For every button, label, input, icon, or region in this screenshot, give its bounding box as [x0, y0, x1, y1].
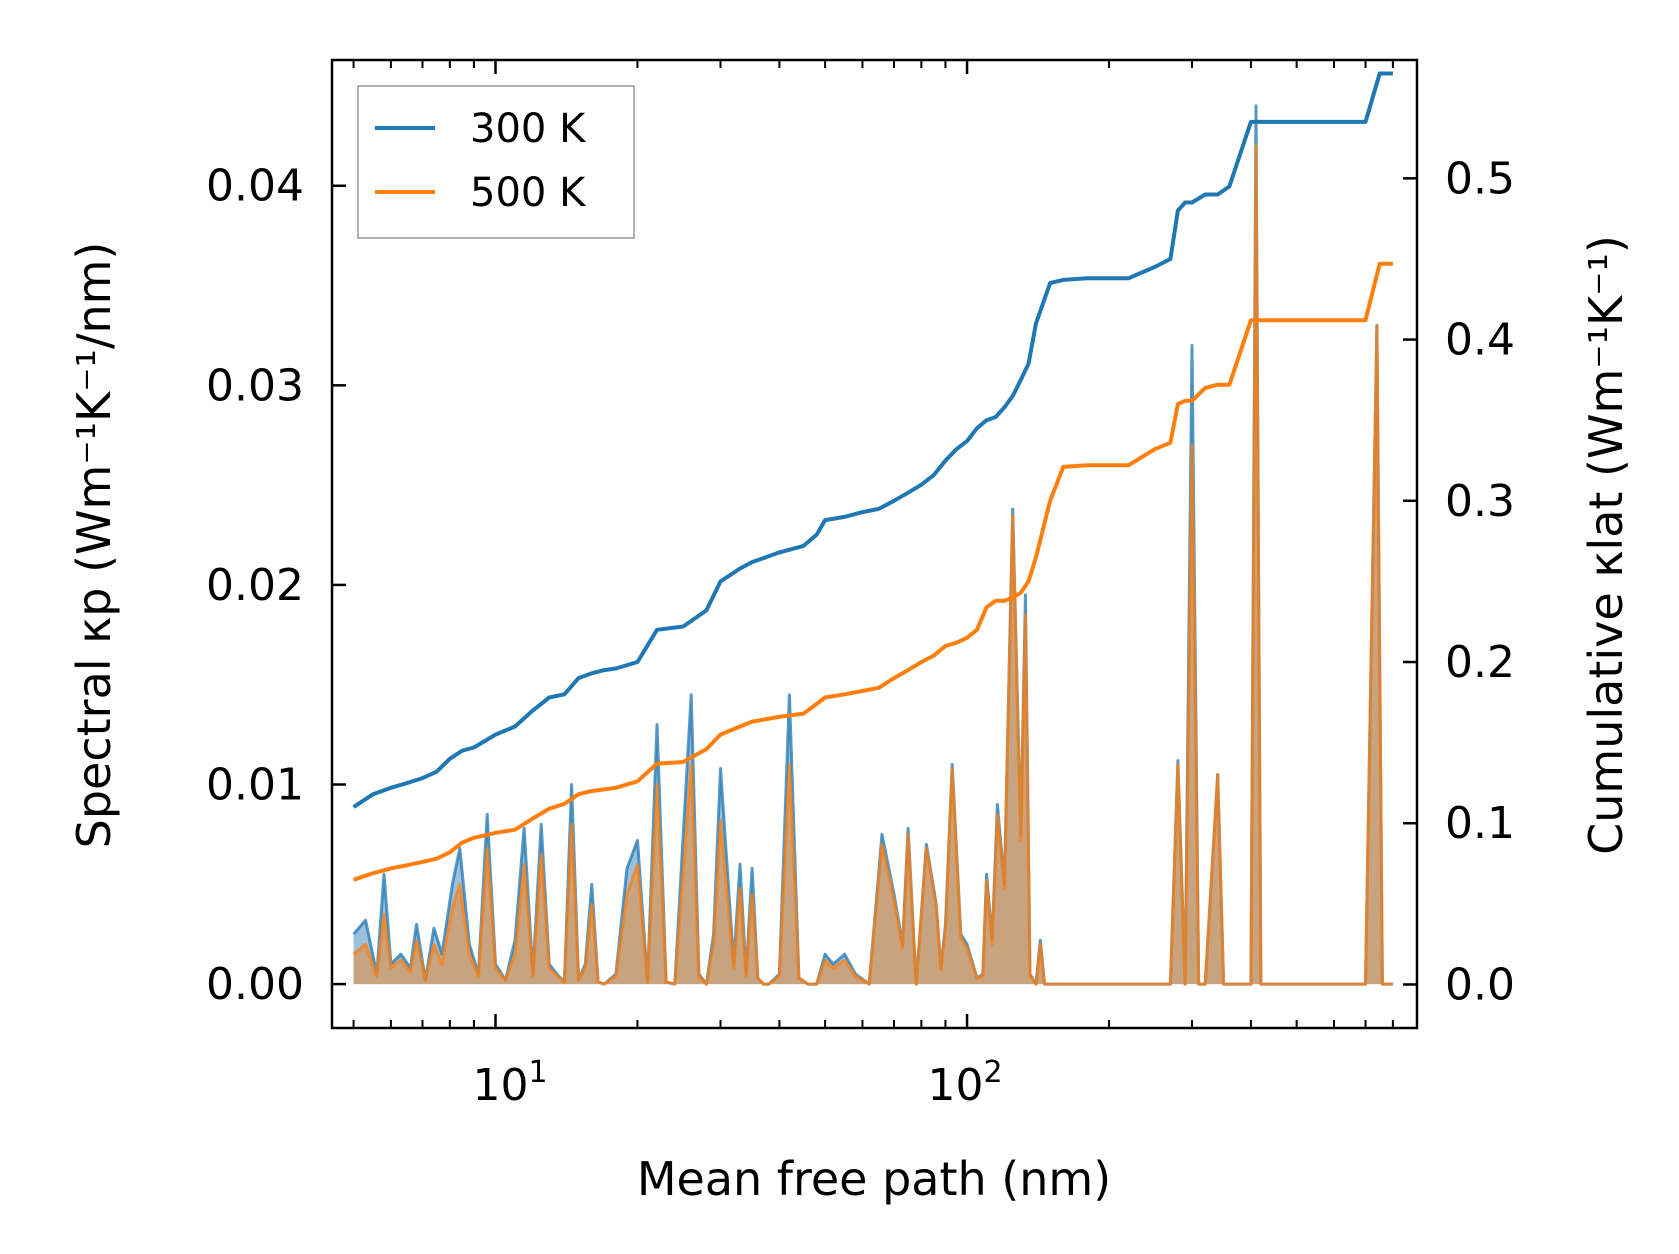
- plot-area: [352, 71, 1393, 986]
- y-right-tick-label: 0.4: [1445, 315, 1515, 366]
- legend-label-300k: 300 K: [470, 106, 587, 152]
- y-left-tick-label: 0.00: [206, 959, 304, 1010]
- legend-frame: [357, 85, 635, 239]
- y-left-tick-label: 0.02: [206, 560, 304, 611]
- x-tick-label-10: 101: [472, 1055, 547, 1111]
- y-left-tick-label: 0.03: [206, 360, 304, 411]
- x-axis-label: Mean free path (nm): [637, 1152, 1111, 1206]
- spectral-line-500k: [352, 144, 1393, 986]
- spectral-fill-500k: [353, 145, 1393, 985]
- axes-frame: [330, 58, 1419, 1030]
- y-right-tick-label: 0.1: [1445, 798, 1515, 849]
- y-right-tick-label: 0.3: [1445, 476, 1515, 527]
- y-axis-right-label: Cumulative κlat (Wm⁻¹K⁻¹): [1579, 235, 1633, 855]
- y-left-tick-label: 0.01: [206, 760, 304, 811]
- y-right-tick-label: 0.5: [1445, 153, 1515, 204]
- legend-label-500k: 500 K: [470, 170, 587, 216]
- cumulative-line-300k: [352, 71, 1393, 809]
- y-axis-left-label: Spectral κp (Wm⁻¹K⁻¹/nm): [67, 242, 121, 849]
- y-right-tick-label: 0.2: [1445, 637, 1515, 688]
- y-left-tick-label: 0.04: [206, 161, 304, 212]
- x-tick-label-100: 102: [927, 1055, 1002, 1111]
- cumulative-line-500k: [352, 261, 1393, 882]
- legend: 300 K 500 K: [357, 85, 635, 239]
- tick-marks: [332, 60, 1418, 1028]
- y-right-tick-label: 0.0: [1445, 959, 1515, 1010]
